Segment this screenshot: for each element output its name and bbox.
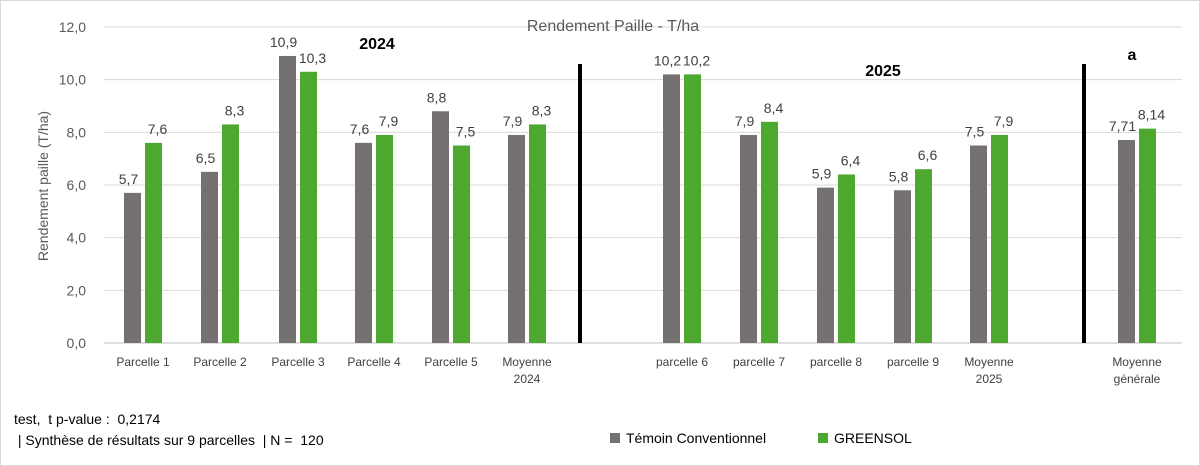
stat-test-note: test, t p-value : 0,2174	[14, 411, 161, 427]
group-label-2: a	[1128, 47, 1137, 64]
data-label-temoin: 5,9	[812, 166, 832, 182]
data-label-temoin: 7,71	[1109, 118, 1136, 134]
y-tick-label: 12,0	[59, 19, 86, 35]
bar-temoin	[817, 187, 834, 343]
bar-greensol	[684, 74, 701, 344]
group-label-0: 2024	[359, 36, 395, 53]
bar-greensol	[915, 169, 932, 343]
y-tick-label: 8,0	[67, 124, 87, 140]
bar-temoin	[740, 134, 757, 343]
bar-greensol	[1139, 128, 1156, 343]
data-label-greensol: 7,9	[379, 113, 399, 129]
data-label-temoin: 10,2	[654, 52, 681, 68]
data-label-greensol: 6,4	[841, 152, 861, 168]
legend-swatch-temoin	[610, 433, 620, 443]
bar-greensol	[145, 142, 162, 343]
x-tick-label: parcelle 8	[810, 355, 862, 369]
x-tick-label: Parcelle 1	[116, 355, 170, 369]
x-tick-label: 2024	[514, 372, 541, 386]
group-label-1: 2025	[865, 63, 901, 80]
x-tick-label: générale	[1114, 372, 1161, 386]
y-tick-label: 10,0	[59, 72, 86, 88]
x-tick-label: Parcelle 2	[193, 355, 247, 369]
bar-temoin	[1118, 139, 1135, 343]
data-label-temoin: 7,9	[503, 113, 523, 129]
data-label-temoin: 7,5	[965, 124, 985, 140]
bar-greensol	[222, 124, 239, 343]
data-label-greensol: 8,14	[1138, 107, 1165, 123]
y-tick-label: 0,0	[67, 335, 87, 351]
bar-greensol	[838, 174, 855, 343]
y-tick-label: 2,0	[67, 282, 87, 298]
data-label-temoin: 5,8	[889, 168, 909, 184]
legend-item-temoin: Témoin Conventionnel	[610, 430, 766, 446]
bar-greensol	[376, 134, 393, 343]
bar-greensol	[300, 71, 317, 344]
bar-greensol	[991, 134, 1008, 343]
x-tick-label: Parcelle 3	[271, 355, 325, 369]
bar-greensol	[453, 145, 470, 343]
bar-temoin	[124, 192, 141, 343]
bar-greensol	[761, 121, 778, 343]
bar-temoin	[894, 190, 911, 343]
x-tick-label: Parcelle 5	[424, 355, 478, 369]
legend-swatch-greensol	[818, 433, 828, 443]
bar-temoin	[201, 171, 218, 343]
data-label-greensol: 8,3	[225, 102, 245, 118]
x-tick-label: 2025	[976, 372, 1003, 386]
data-label-greensol: 8,4	[764, 100, 784, 116]
y-axis-label: Rendement paille (T/ha)	[35, 111, 51, 261]
legend-label-temoin: Témoin Conventionnel	[626, 430, 767, 446]
y-tick-label: 6,0	[67, 177, 87, 193]
x-tick-label: parcelle 7	[733, 355, 785, 369]
x-tick-label: parcelle 9	[887, 355, 939, 369]
legend-item-greensol: GREENSOL	[818, 430, 912, 446]
x-tick-label: Moyenne	[502, 355, 552, 369]
bar-greensol	[529, 124, 546, 343]
data-label-greensol: 6,6	[918, 147, 938, 163]
bar-temoin	[663, 74, 680, 344]
data-label-temoin: 6,5	[196, 150, 216, 166]
data-label-temoin: 8,8	[427, 89, 447, 105]
data-label-temoin: 7,6	[350, 121, 370, 137]
bar-temoin	[508, 134, 525, 343]
y-tick-label: 4,0	[67, 230, 87, 246]
bar-temoin	[355, 142, 372, 343]
summary-note: | Synthèse de résultats sur 9 parcelles …	[14, 432, 324, 448]
data-label-greensol: 7,9	[994, 113, 1014, 129]
x-tick-label: parcelle 6	[656, 355, 708, 369]
bar-temoin	[432, 111, 449, 344]
data-label-greensol: 8,3	[532, 102, 552, 118]
data-label-greensol: 10,2	[683, 52, 710, 68]
data-label-temoin: 10,9	[270, 34, 297, 50]
x-tick-label: Parcelle 4	[347, 355, 401, 369]
x-tick-label: Moyenne	[964, 355, 1014, 369]
data-label-greensol: 7,5	[456, 124, 476, 140]
data-label-greensol: 10,3	[299, 50, 326, 66]
data-label-temoin: 5,7	[119, 171, 139, 187]
bar-temoin	[279, 55, 296, 343]
legend-label-greensol: GREENSOL	[834, 430, 912, 446]
chart-title: Rendement Paille - T/ha	[527, 18, 699, 35]
data-label-greensol: 7,6	[148, 121, 168, 137]
x-tick-label: Moyenne	[1112, 355, 1162, 369]
data-label-temoin: 7,9	[735, 113, 755, 129]
bar-temoin	[970, 145, 987, 343]
